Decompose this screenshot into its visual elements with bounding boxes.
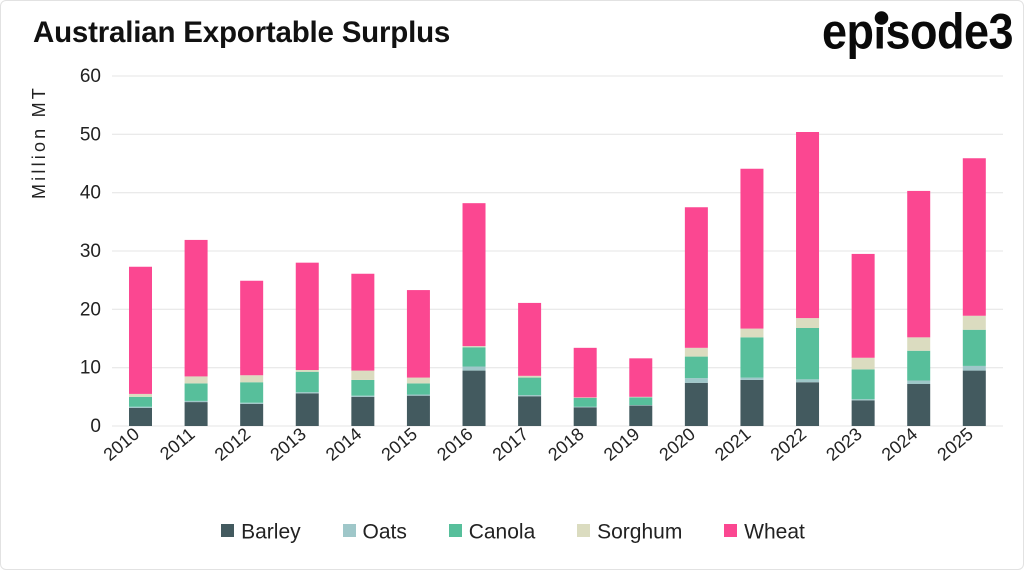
svg-text:30: 30 [80, 241, 101, 262]
svg-text:2010: 2010 [100, 424, 144, 465]
svg-text:0: 0 [90, 416, 101, 437]
svg-text:2024: 2024 [878, 424, 922, 465]
svg-text:2017: 2017 [489, 424, 533, 465]
svg-text:2013: 2013 [266, 424, 310, 465]
svg-text:2025: 2025 [933, 424, 977, 465]
svg-text:50: 50 [80, 124, 101, 145]
svg-text:2014: 2014 [322, 424, 366, 465]
svg-text:2012: 2012 [211, 424, 255, 465]
svg-text:60: 60 [80, 66, 101, 87]
svg-text:2016: 2016 [433, 424, 477, 465]
svg-text:20: 20 [80, 299, 101, 320]
svg-text:2011: 2011 [156, 424, 199, 464]
svg-text:2023: 2023 [822, 424, 866, 465]
svg-text:10: 10 [80, 358, 101, 379]
svg-text:2020: 2020 [655, 424, 699, 465]
svg-text:2015: 2015 [377, 424, 421, 465]
svg-text:2018: 2018 [544, 424, 588, 465]
svg-text:2019: 2019 [600, 424, 644, 465]
svg-text:2022: 2022 [767, 424, 811, 465]
svg-text:40: 40 [80, 183, 101, 204]
svg-text:2021: 2021 [711, 424, 755, 465]
